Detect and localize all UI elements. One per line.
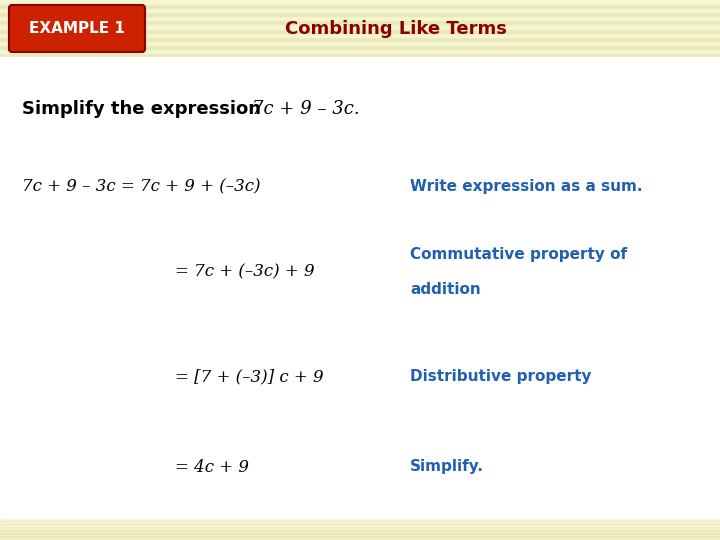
Text: = [7 + (–3)] c + 9: = [7 + (–3)] c + 9 bbox=[175, 368, 323, 386]
Bar bbox=[0, 53, 720, 57]
Bar bbox=[0, 21, 720, 24]
Text: addition: addition bbox=[410, 282, 481, 297]
Bar bbox=[0, 24, 720, 29]
Bar bbox=[0, 37, 720, 40]
Bar bbox=[0, 57, 720, 518]
Text: Commutative property of: Commutative property of bbox=[410, 247, 627, 262]
Text: Write expression as a sum.: Write expression as a sum. bbox=[410, 179, 642, 194]
Text: = 7c + (–3c) + 9: = 7c + (–3c) + 9 bbox=[175, 264, 315, 280]
Bar bbox=[0, 0, 720, 4]
Text: = 4c + 9: = 4c + 9 bbox=[175, 458, 249, 476]
Bar bbox=[0, 16, 720, 21]
Bar bbox=[0, 40, 720, 45]
Bar bbox=[0, 32, 720, 37]
Bar bbox=[0, 518, 720, 519]
Bar bbox=[0, 523, 720, 524]
Bar bbox=[0, 537, 720, 538]
Bar bbox=[0, 521, 720, 523]
Bar bbox=[0, 49, 720, 53]
Bar bbox=[0, 12, 720, 16]
Bar bbox=[0, 535, 720, 537]
Bar bbox=[0, 4, 720, 8]
Bar bbox=[0, 538, 720, 540]
Bar bbox=[0, 528, 720, 529]
Text: EXAMPLE 1: EXAMPLE 1 bbox=[29, 21, 125, 36]
Text: Simplify the expression: Simplify the expression bbox=[22, 100, 267, 118]
Bar bbox=[0, 526, 720, 528]
Bar bbox=[0, 532, 720, 534]
Bar bbox=[0, 29, 720, 32]
Bar bbox=[0, 45, 720, 49]
Bar bbox=[0, 8, 720, 12]
Text: 7c + 9 – 3c = 7c + 9 + (–3c): 7c + 9 – 3c = 7c + 9 + (–3c) bbox=[22, 179, 261, 195]
Bar bbox=[0, 519, 720, 521]
Bar bbox=[0, 531, 720, 532]
Text: Combining Like Terms: Combining Like Terms bbox=[285, 19, 507, 37]
Bar bbox=[0, 534, 720, 535]
Text: Distributive property: Distributive property bbox=[410, 369, 592, 384]
Text: 7c + 9 – 3c.: 7c + 9 – 3c. bbox=[252, 100, 359, 118]
Bar bbox=[0, 529, 720, 531]
Bar bbox=[0, 524, 720, 526]
FancyBboxPatch shape bbox=[9, 5, 145, 52]
Text: Simplify.: Simplify. bbox=[410, 460, 484, 475]
